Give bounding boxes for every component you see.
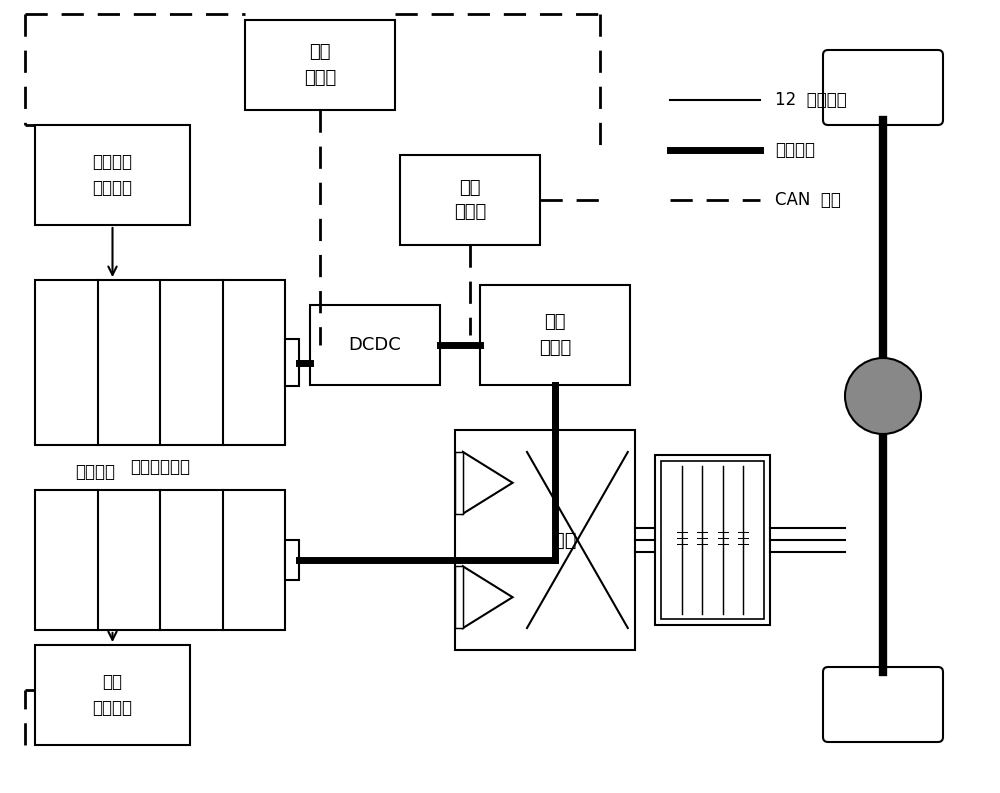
Bar bbox=[655, 455, 770, 625]
FancyBboxPatch shape bbox=[823, 667, 943, 742]
Text: 电机
控制器: 电机 控制器 bbox=[539, 313, 571, 357]
Circle shape bbox=[845, 358, 921, 434]
Text: 燃料电池系统: 燃料电池系统 bbox=[130, 458, 190, 476]
Bar bbox=[35, 645, 190, 745]
Bar bbox=[455, 430, 635, 650]
Text: 电机: 电机 bbox=[553, 531, 577, 550]
Bar bbox=[245, 20, 395, 110]
Text: DCDC: DCDC bbox=[349, 336, 401, 354]
Bar bbox=[455, 452, 463, 514]
Bar bbox=[480, 285, 630, 385]
Bar bbox=[35, 125, 190, 225]
Text: 12  低压系统: 12 低压系统 bbox=[775, 91, 847, 109]
Bar bbox=[35, 280, 285, 445]
Text: 高压系统: 高压系统 bbox=[775, 141, 815, 159]
Text: 燃料电池
管理系统: 燃料电池 管理系统 bbox=[92, 154, 132, 197]
Bar bbox=[400, 155, 540, 245]
Bar bbox=[310, 305, 440, 385]
FancyBboxPatch shape bbox=[823, 50, 943, 125]
Text: CAN  通讯: CAN 通讯 bbox=[775, 191, 841, 209]
Text: 动力电池: 动力电池 bbox=[75, 463, 115, 481]
Bar bbox=[661, 461, 764, 619]
Text: 其他
控制器: 其他 控制器 bbox=[454, 178, 486, 221]
Text: 电池
管理系统: 电池 管理系统 bbox=[92, 673, 132, 717]
Bar bbox=[285, 339, 299, 385]
Text: 整车
控制器: 整车 控制器 bbox=[304, 44, 336, 86]
Bar bbox=[455, 566, 463, 628]
Bar bbox=[35, 490, 285, 630]
Bar bbox=[285, 540, 299, 580]
